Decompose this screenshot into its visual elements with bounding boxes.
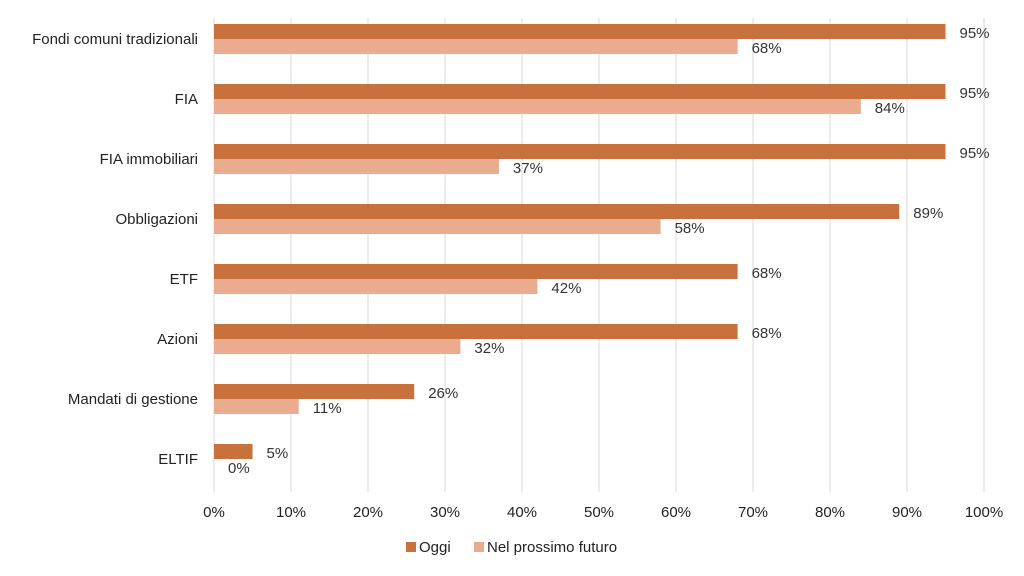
category-label: Obbligazioni bbox=[115, 211, 198, 228]
legend-swatch bbox=[406, 542, 416, 552]
legend-label: Nel prossimo futuro bbox=[487, 539, 617, 556]
data-labels: 95% 68% 95% 84% 95% 37% 89% 58% 68% 42% 68% 32% 26% 1… bbox=[228, 25, 990, 477]
x-tick-label: 60% bbox=[661, 504, 691, 521]
data-label: 95% bbox=[960, 25, 990, 42]
data-label: 37% bbox=[513, 160, 543, 177]
data-label: 95% bbox=[960, 85, 990, 102]
bar-oggi bbox=[214, 444, 253, 459]
legend-label: Oggi bbox=[419, 539, 451, 556]
bar-futuro bbox=[214, 159, 499, 174]
bar-oggi bbox=[214, 24, 946, 39]
category-axis: Fondi comuni tradizionali FIA FIA immobili… bbox=[32, 31, 198, 468]
data-label: 68% bbox=[752, 265, 782, 282]
category-label: ETF bbox=[170, 271, 198, 288]
x-tick-label: 100% bbox=[965, 504, 1003, 521]
value-axis: 0% 10% 20% 30% 40% 50% 60% 70% 80% 90% 100% bbox=[203, 504, 1003, 521]
bar-oggi bbox=[214, 144, 946, 159]
data-label: 84% bbox=[875, 100, 905, 117]
data-label: 95% bbox=[960, 145, 990, 162]
x-tick-label: 0% bbox=[203, 504, 225, 521]
category-label: Mandati di gestione bbox=[68, 391, 198, 408]
x-tick-label: 30% bbox=[430, 504, 460, 521]
x-tick-label: 80% bbox=[815, 504, 845, 521]
data-label: 58% bbox=[675, 220, 705, 237]
category-label: FIA immobiliari bbox=[100, 151, 198, 168]
data-label: 26% bbox=[428, 385, 458, 402]
data-label: 32% bbox=[474, 340, 504, 357]
category-label: ELTIF bbox=[158, 451, 198, 468]
x-tick-label: 20% bbox=[353, 504, 383, 521]
data-label: 89% bbox=[913, 205, 943, 222]
bar-futuro bbox=[214, 339, 461, 354]
bar-futuro bbox=[214, 219, 661, 234]
bar-futuro bbox=[214, 279, 538, 294]
x-tick-label: 40% bbox=[507, 504, 537, 521]
bar-oggi bbox=[214, 204, 900, 219]
legend: Oggi Nel prossimo futuro bbox=[406, 539, 617, 556]
data-label: 68% bbox=[752, 40, 782, 57]
x-tick-label: 10% bbox=[276, 504, 306, 521]
data-label: 11% bbox=[313, 400, 342, 417]
bar-futuro bbox=[214, 39, 738, 54]
data-label: 0% bbox=[228, 460, 250, 477]
bar-oggi bbox=[214, 264, 738, 279]
x-tick-label: 50% bbox=[584, 504, 614, 521]
category-label: Azioni bbox=[157, 331, 198, 348]
category-label: FIA bbox=[175, 91, 198, 108]
bar-futuro bbox=[214, 99, 861, 114]
x-tick-label: 70% bbox=[738, 504, 768, 521]
bar-futuro bbox=[214, 399, 299, 414]
data-label: 68% bbox=[752, 325, 782, 342]
bar-oggi bbox=[214, 384, 415, 399]
data-label: 42% bbox=[551, 280, 581, 297]
bar-oggi bbox=[214, 324, 738, 339]
category-label: Fondi comuni tradizionali bbox=[32, 31, 198, 48]
bars bbox=[214, 24, 946, 459]
x-tick-label: 90% bbox=[892, 504, 922, 521]
data-label: 5% bbox=[267, 445, 289, 462]
legend-swatch bbox=[474, 542, 484, 552]
bar-oggi bbox=[214, 84, 946, 99]
